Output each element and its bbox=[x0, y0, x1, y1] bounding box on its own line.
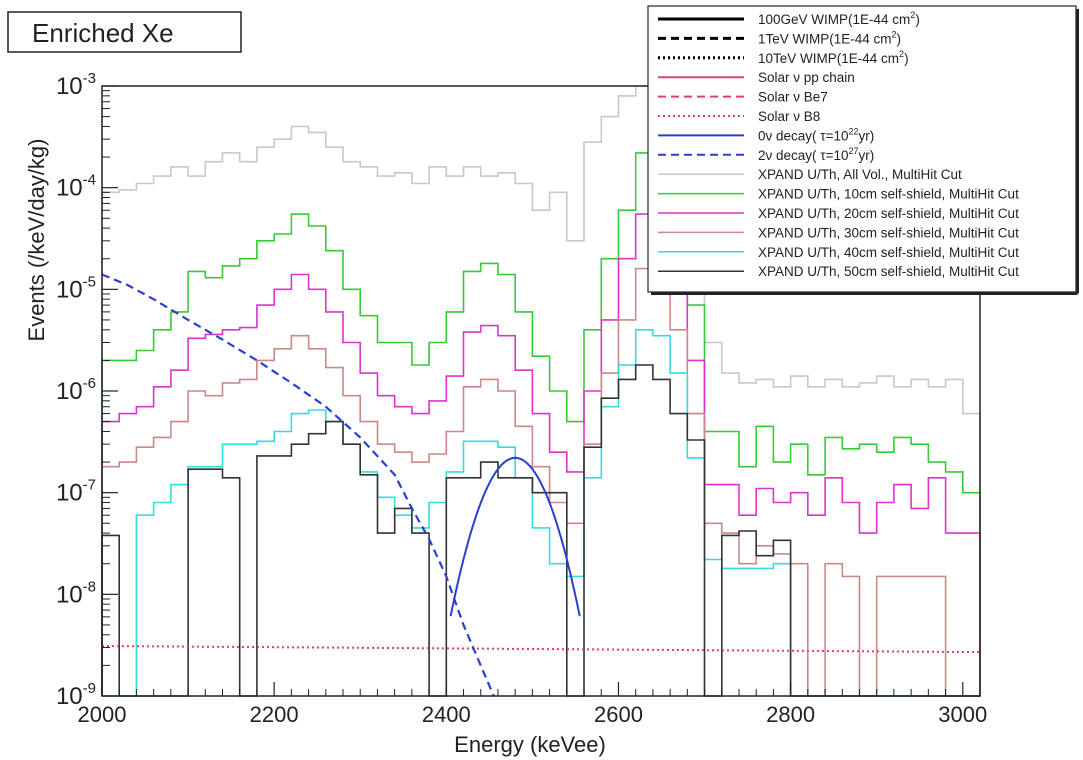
legend-label: 2ν decay( τ=1027yr) bbox=[758, 146, 874, 163]
chart-title: Enriched Xe bbox=[32, 18, 174, 48]
x-tick-label: 2800 bbox=[766, 702, 815, 727]
x-tick-label: 2000 bbox=[78, 702, 127, 727]
legend-label: XPAND U/Th, 10cm self-shield, MultiHit C… bbox=[758, 187, 1019, 202]
y-tick-label: 10-3 bbox=[56, 70, 96, 100]
y-tick-label: 10-4 bbox=[56, 172, 96, 202]
y-tick-label: 10-5 bbox=[56, 273, 96, 303]
legend: 100GeV WIMP(1E-44 cm2) 1TeV WIMP(1E-44 cm… bbox=[647, 5, 1079, 295]
legend-box bbox=[647, 5, 1077, 293]
legend-label: Solar ν pp chain bbox=[758, 70, 855, 85]
y-axis-label: Events (/keV/day/kg) bbox=[24, 139, 49, 342]
y-tick-label: 10-9 bbox=[56, 680, 96, 710]
series-line-2 bbox=[101, 213, 981, 696]
legend-label: Solar ν B8 bbox=[758, 109, 820, 124]
x-axis-label: Energy (keVee) bbox=[454, 732, 606, 757]
title-box: Enriched Xe bbox=[7, 11, 242, 53]
series-line-7 bbox=[101, 273, 495, 697]
legend-label: 100GeV WIMP(1E-44 cm2) bbox=[758, 10, 920, 27]
x-tick-label: 2200 bbox=[250, 702, 299, 727]
legend-label: XPAND U/Th, 30cm self-shield, MultiHit C… bbox=[758, 225, 1019, 240]
series-line-3 bbox=[101, 267, 980, 697]
plot-series bbox=[101, 85, 981, 697]
axis-ticks: 2000 2200 2400 2600 2800 3000 10-9 10-8 10-7 10-6… bbox=[56, 70, 987, 727]
series-line-6 bbox=[101, 645, 981, 654]
legend-label: 0ν decay( τ=1022yr) bbox=[758, 126, 874, 143]
y-tick-label: 10-8 bbox=[56, 578, 96, 608]
legend-label: 1TeV WIMP(1E-44 cm2) bbox=[758, 29, 901, 46]
series-line-8 bbox=[449, 456, 581, 617]
y-tick-label: 10-6 bbox=[56, 375, 96, 405]
x-tick-label: 2400 bbox=[422, 702, 471, 727]
legend-label: 10TeV WIMP(1E-44 cm2) bbox=[758, 49, 909, 66]
legend-label: XPAND U/Th, 40cm self-shield, MultiHit C… bbox=[758, 245, 1019, 260]
y-tick-label: 10-7 bbox=[56, 477, 96, 507]
series-line-0 bbox=[101, 85, 981, 696]
legend-label: XPAND U/Th, All Vol., MultiHit Cut bbox=[758, 167, 962, 182]
legend-label: Solar ν Be7 bbox=[758, 90, 828, 105]
series-line-1 bbox=[101, 152, 981, 696]
series-line-4 bbox=[102, 329, 980, 697]
x-tick-label: 2600 bbox=[594, 702, 643, 727]
x-tick-label: 3000 bbox=[938, 702, 987, 727]
legend-label: XPAND U/Th, 50cm self-shield, MultiHit C… bbox=[758, 264, 1019, 279]
legend-label: XPAND U/Th, 20cm self-shield, MultiHit C… bbox=[758, 206, 1019, 221]
